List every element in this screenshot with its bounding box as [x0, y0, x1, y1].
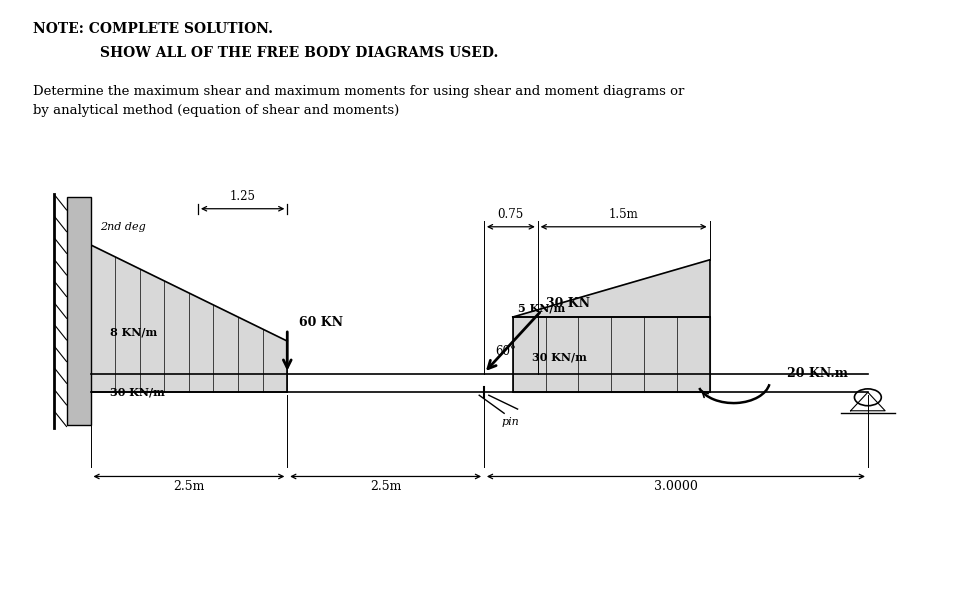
Polygon shape	[513, 260, 710, 317]
Text: 2nd deg: 2nd deg	[100, 222, 146, 232]
Text: 1.25: 1.25	[229, 190, 256, 203]
Text: 20 KN.m: 20 KN.m	[787, 367, 848, 380]
Text: pin: pin	[501, 417, 519, 428]
Text: 30 KN/m: 30 KN/m	[532, 351, 587, 363]
Text: 30 KN/m: 30 KN/m	[109, 386, 165, 397]
Polygon shape	[91, 245, 287, 392]
Text: 30 KN: 30 KN	[546, 298, 590, 310]
Text: 5 KN/m: 5 KN/m	[518, 302, 565, 313]
Text: 2.5m: 2.5m	[173, 479, 204, 493]
Text: Determine the maximum shear and maximum moments for using shear and moment diagr: Determine the maximum shear and maximum …	[33, 85, 684, 117]
Text: 0.75: 0.75	[498, 209, 524, 221]
Text: 60°: 60°	[496, 345, 516, 358]
Polygon shape	[513, 317, 710, 392]
Text: 1.5m: 1.5m	[609, 209, 639, 221]
Text: SHOW ALL OF THE FREE BODY DIAGRAMS USED.: SHOW ALL OF THE FREE BODY DIAGRAMS USED.	[100, 46, 499, 60]
Text: 8 KN/m: 8 KN/m	[109, 326, 157, 337]
Text: 60 KN: 60 KN	[299, 316, 343, 329]
Text: NOTE: COMPLETE SOLUTION.: NOTE: COMPLETE SOLUTION.	[33, 22, 273, 36]
Text: 3.0000: 3.0000	[654, 479, 698, 493]
Bar	[67, 196, 91, 425]
Text: 2.5m: 2.5m	[370, 479, 402, 493]
